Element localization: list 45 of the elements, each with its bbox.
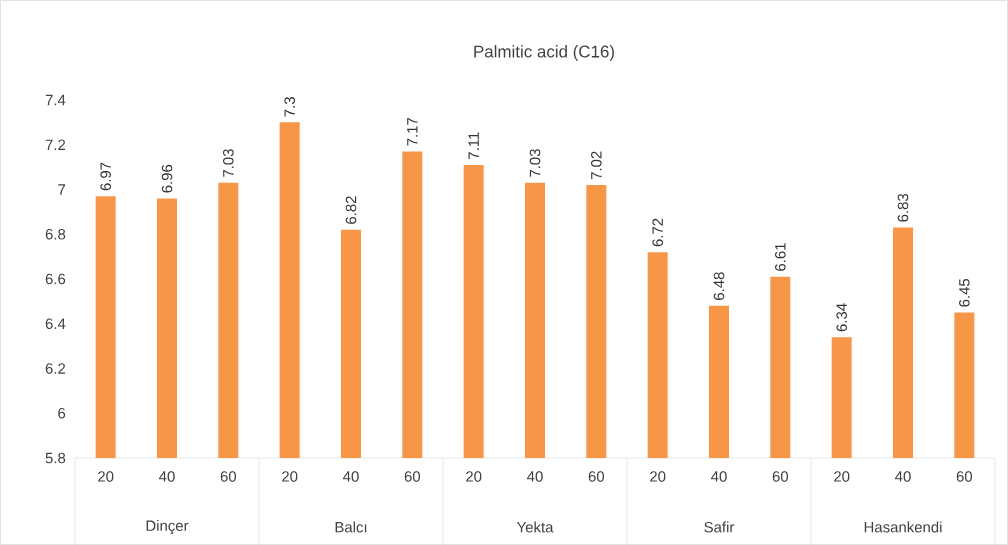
y-tick-label: 5.8: [45, 452, 66, 464]
x-tick-label: 40: [711, 471, 727, 482]
x-tick-label: 20: [282, 471, 298, 482]
data-label: 7.3: [284, 97, 295, 117]
x-tick-label: 60: [956, 471, 973, 482]
y-tick-label: 6.8: [45, 228, 66, 240]
y-tick-label: 7.2: [45, 139, 66, 150]
x-tick-label: 40: [527, 471, 543, 482]
data-label: 6.96: [161, 164, 173, 193]
data-label: 6.45: [959, 278, 970, 307]
x-tick-label: 40: [895, 471, 911, 482]
x-tick-label: 60: [404, 471, 421, 482]
data-label: 6.48: [713, 272, 725, 300]
text: Dinçer: [146, 520, 189, 534]
data-label: 6.72: [652, 218, 663, 247]
chart-title: Palmitic acid (C16): [474, 45, 614, 61]
data-label: 7.03: [529, 149, 541, 177]
x-tick-label: 60: [220, 471, 237, 482]
text: Hasankendi: [864, 521, 942, 533]
data-label: 7.11: [468, 132, 479, 159]
x-tick-label: 60: [772, 471, 789, 482]
y-tick-label: 7: [58, 184, 66, 195]
data-label: 6.97: [100, 162, 111, 191]
data-label: 6.82: [345, 196, 357, 224]
text: Balcı: [335, 521, 367, 533]
y-tick-label: 7.4: [45, 94, 66, 106]
x-tick-label: 20: [466, 471, 482, 482]
data-label: 7.17: [407, 117, 418, 146]
x-tick-label: 40: [159, 471, 175, 482]
x-tick-label: 20: [650, 471, 666, 482]
data-label: 7.02: [591, 151, 602, 180]
text: Safir: [704, 521, 735, 533]
x-tick-label: 40: [343, 471, 359, 482]
x-tick-label: 20: [834, 471, 850, 482]
y-tick-label: 6.4: [45, 318, 66, 330]
x-tick-label: 20: [98, 471, 114, 482]
text: Yekta: [516, 521, 554, 533]
data-label: 6.61: [775, 243, 786, 271]
y-tick-label: 6.2: [45, 363, 66, 374]
data-label: 6.34: [836, 303, 847, 332]
data-label: 6.83: [897, 193, 909, 222]
data-label: 7.03: [223, 149, 234, 177]
y-tick-label: 6: [58, 407, 66, 419]
y-tick-label: 6.6: [45, 273, 66, 285]
x-tick-label: 60: [588, 471, 605, 482]
